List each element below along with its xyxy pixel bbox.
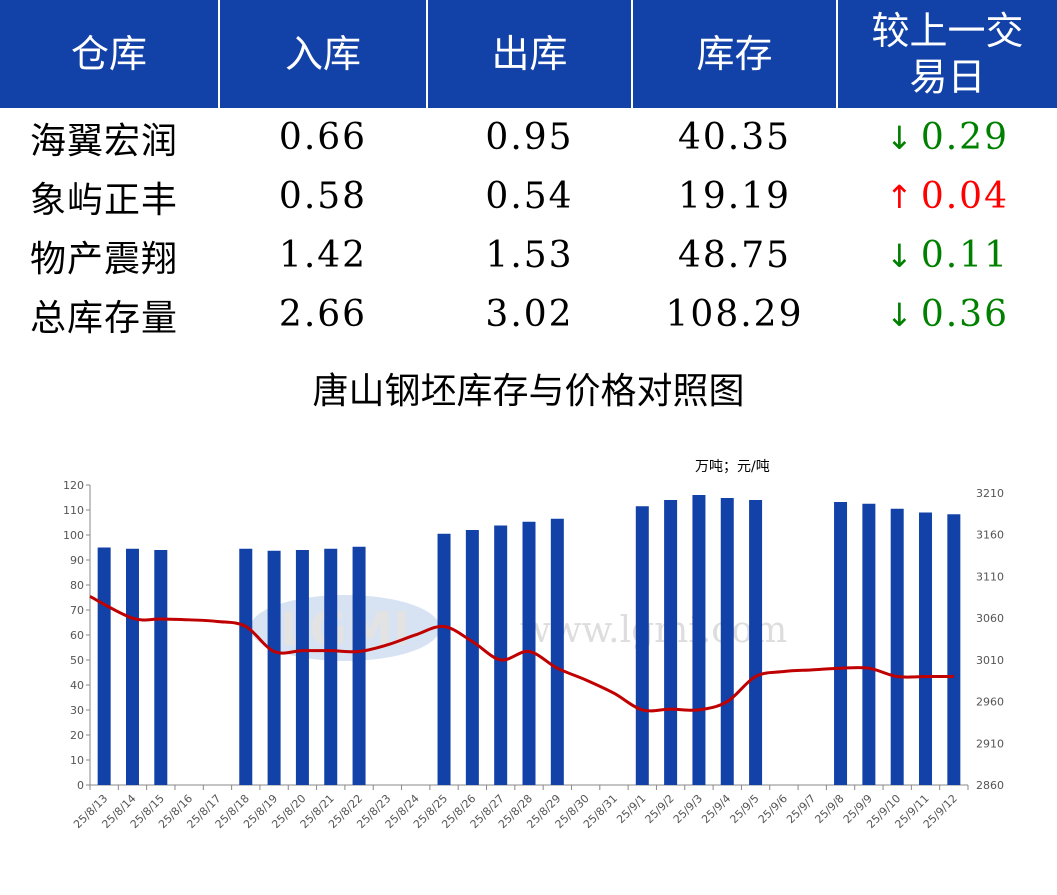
inventory-bar [947, 514, 961, 785]
inventory-bar [267, 550, 281, 785]
header-change: 较上一交 易日 [838, 0, 1057, 108]
change-value: 0.36 [920, 294, 1009, 335]
divider [426, 0, 428, 108]
inventory-bar [324, 548, 338, 785]
left-tick-label: 80 [70, 579, 84, 592]
right-tick-label: 3060 [976, 612, 1004, 625]
change-cell: ↓ 0.29 [838, 108, 1057, 167]
x-tick-label: 25/9/7 [784, 792, 818, 826]
right-tick-label: 3110 [976, 570, 1004, 583]
inventory-bar [97, 547, 111, 785]
change-value: 0.11 [920, 235, 1009, 276]
inventory-bar [352, 546, 366, 785]
inventory-bar [919, 512, 933, 785]
inventory-bar [749, 500, 763, 785]
stock-value: 19.19 [677, 176, 792, 217]
inventory-bar [692, 495, 706, 785]
stock-value: 108.29 [665, 294, 804, 335]
outbound-value: 0.95 [485, 117, 574, 158]
x-tick-label: 25/9/8 [812, 792, 846, 826]
inbound-value: 2.66 [278, 294, 368, 335]
inventory-bar [890, 508, 904, 785]
inventory-bar [125, 548, 139, 785]
change-cell: ↑ 0.04 [838, 167, 1057, 226]
x-tick-label: 25/9/6 [756, 792, 790, 826]
arrow-down-icon: ↓ [886, 236, 913, 275]
table-header: 仓库 入库 出库 库存 较上一交 易日 [0, 0, 1057, 108]
inbound-value: 0.58 [278, 176, 368, 217]
change-value: 0.29 [920, 117, 1009, 158]
x-tick-label: 25/9/2 [643, 792, 677, 826]
price-line [89, 595, 954, 713]
inbound-value: 0.66 [278, 117, 368, 158]
change-cell: ↓ 0.11 [838, 226, 1057, 285]
arrow-down-icon: ↓ [886, 118, 913, 157]
inventory-bar [295, 550, 309, 785]
inventory-bar [862, 503, 876, 785]
stock-value: 48.75 [677, 235, 792, 276]
x-tick-label: 25/9/1 [614, 792, 648, 826]
arrow-up-icon: ↑ [886, 177, 913, 216]
inventory-bar [522, 521, 536, 785]
inventory-bar [437, 533, 451, 785]
inventory-bar [239, 548, 253, 785]
inventory-bar [550, 518, 564, 785]
left-tick-label: 20 [70, 729, 84, 742]
left-tick-label: 10 [70, 754, 84, 767]
arrow-down-icon: ↓ [886, 295, 913, 334]
divider [218, 0, 220, 108]
warehouse-name: 象屿正丰 [30, 179, 179, 221]
left-tick-label: 40 [70, 679, 84, 692]
change-value: 0.04 [920, 176, 1009, 217]
change-cell: ↓ 0.36 [838, 285, 1057, 344]
inventory-bar [664, 500, 678, 785]
right-tick-label: 2860 [976, 779, 1004, 792]
inbound-value: 1.42 [278, 235, 368, 276]
stock-value: 40.35 [677, 117, 792, 158]
left-tick-label: 110 [63, 504, 84, 517]
inventory-bar [494, 525, 508, 785]
left-tick-label: 0 [77, 779, 84, 792]
x-tick-label: 25/9/3 [671, 792, 705, 826]
x-tick-label: 25/9/5 [727, 792, 761, 826]
inventory-bar [465, 530, 479, 785]
left-tick-label: 50 [70, 654, 84, 667]
warehouse-name: 物产震翔 [30, 238, 179, 280]
watermark-text: www.lgmi.com [520, 610, 787, 651]
right-tick-label: 2910 [976, 737, 1004, 750]
inventory-bar [834, 502, 848, 785]
divider [631, 0, 633, 108]
warehouse-name: 海翼宏润 [30, 120, 179, 162]
right-tick-label: 3160 [976, 529, 1004, 542]
left-tick-label: 120 [63, 479, 84, 492]
outbound-value: 1.53 [485, 235, 574, 276]
right-tick-label: 3210 [976, 487, 1004, 500]
left-tick-label: 60 [70, 629, 84, 642]
outbound-value: 0.54 [485, 176, 574, 217]
left-tick-label: 30 [70, 704, 84, 717]
header-change-line1: 较上一交 [871, 9, 1024, 53]
divider [836, 0, 838, 108]
inventory-bar [635, 506, 649, 785]
chart-title: 唐山钢坯库存与价格对照图 [312, 371, 745, 412]
inventory-bar [720, 498, 734, 785]
left-tick-label: 90 [70, 554, 84, 567]
header-warehouse: 仓库 [70, 32, 147, 76]
right-tick-label: 3010 [976, 654, 1004, 667]
left-tick-label: 100 [63, 529, 84, 542]
header-out: 出库 [491, 32, 568, 76]
right-tick-label: 2960 [976, 696, 1004, 709]
outbound-value: 3.02 [485, 294, 574, 335]
warehouse-name: 总库存量 [30, 297, 179, 339]
left-tick-label: 70 [70, 604, 84, 617]
header-change-line2: 易日 [909, 55, 986, 99]
unit-label: 万吨；元/吨 [695, 459, 770, 475]
header-in: 入库 [284, 32, 361, 76]
header-stock: 库存 [696, 32, 773, 76]
inventory-bar [154, 550, 168, 785]
x-tick-label: 25/9/4 [699, 792, 733, 826]
